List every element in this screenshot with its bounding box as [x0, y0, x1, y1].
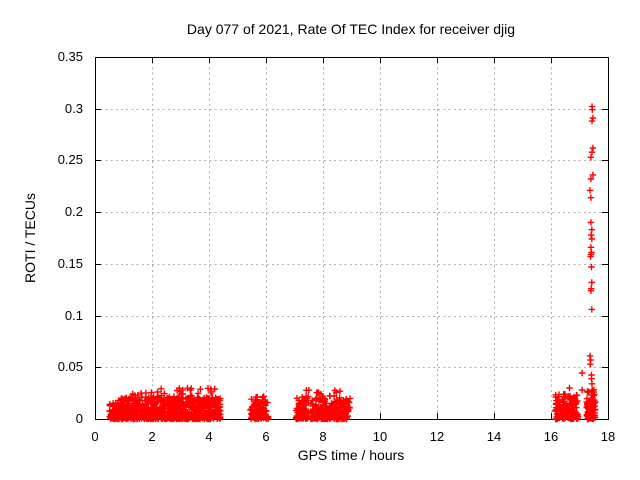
data-point-markers — [106, 103, 599, 423]
x-tick-label: 4 — [205, 429, 213, 444]
y-tick-label: 0.35 — [57, 49, 83, 64]
x-tick-label: 0 — [91, 429, 99, 444]
y-tick-label: 0.15 — [57, 255, 83, 271]
plot-border — [95, 57, 609, 420]
y-tick-label: 0.25 — [57, 152, 83, 168]
y-tick-label: 0 — [75, 411, 83, 426]
y-tick-label: 0.1 — [64, 307, 83, 323]
chart-title: Day 077 of 2021, Rate Of TEC Index for r… — [186, 21, 516, 37]
y-tick-label: 0.05 — [57, 359, 83, 375]
x-tick-label: 14 — [486, 429, 502, 444]
y-tick-label: 0.2 — [64, 204, 83, 220]
x-axis-label: GPS time / hours — [297, 447, 405, 463]
x-tick-label: 18 — [600, 429, 616, 444]
x-tick-label: 8 — [319, 429, 327, 444]
x-tick-label: 2 — [148, 429, 156, 444]
x-tick-label: 10 — [372, 429, 388, 444]
x-tick-label: 6 — [262, 429, 270, 444]
x-tick-label: 12 — [429, 429, 445, 444]
y-tick-label: 0.3 — [64, 100, 83, 116]
x-tick-label: 16 — [543, 429, 559, 444]
